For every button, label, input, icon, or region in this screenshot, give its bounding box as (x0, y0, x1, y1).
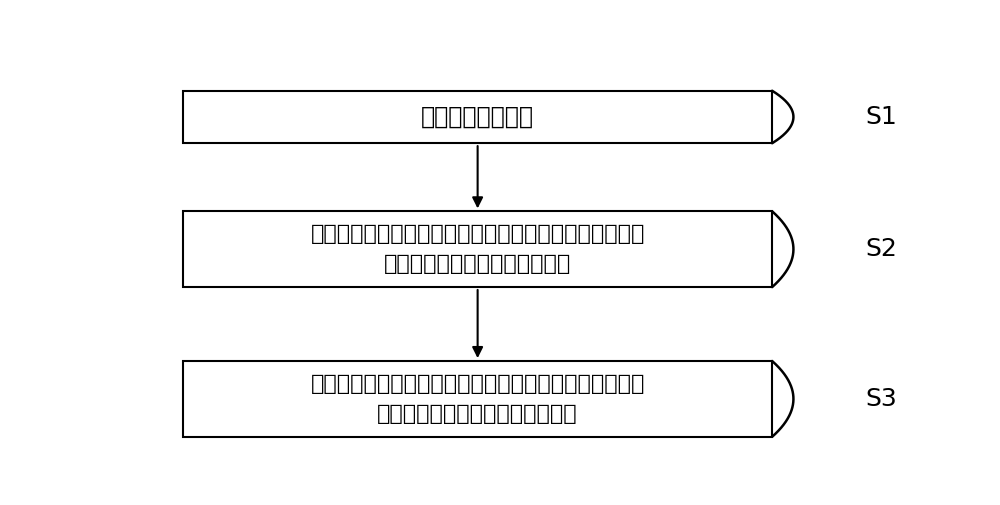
Text: S2: S2 (865, 237, 897, 261)
Text: 将待测土壤样品与所述标准土壤样品的指纹谱库进行对比
，获取待测土壤样品的重金属数据: 将待测土壤样品与所述标准土壤样品的指纹谱库进行对比 ，获取待测土壤样品的重金属数… (310, 374, 645, 424)
Text: S3: S3 (865, 387, 897, 411)
Text: 制备标准土壤样品: 制备标准土壤样品 (421, 105, 534, 129)
Bar (183, 361, 772, 437)
Text: S1: S1 (865, 105, 897, 129)
Bar (183, 211, 772, 287)
Text: 将标准土壤样品放入样品盒中，获取标准土壤样品的太赫
兹脉冲时域波形，构建指纹谱库: 将标准土壤样品放入样品盒中，获取标准土壤样品的太赫 兹脉冲时域波形，构建指纹谱库 (310, 224, 645, 274)
Bar (183, 91, 772, 143)
